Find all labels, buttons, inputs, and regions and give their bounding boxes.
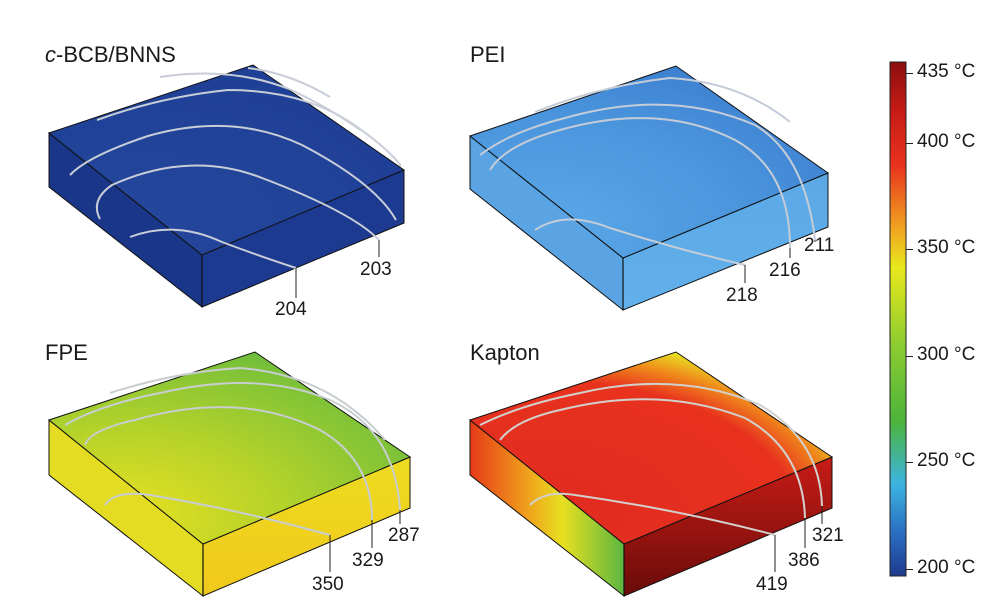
- panel-title-pei: PEI: [470, 42, 506, 67]
- colorbar-label: 300 °C: [917, 344, 976, 365]
- isotherm-lines-pei: [479, 76, 816, 266]
- isotherm-lines-cbcb: [69, 67, 402, 269]
- colorbar-tick: [906, 249, 913, 250]
- contour-label: 218: [726, 285, 758, 306]
- panel-title-cbcb: c-BCB/BNNS: [45, 42, 176, 67]
- colorbar-tick: [906, 356, 913, 357]
- contour-label: 287: [388, 525, 420, 546]
- slab-cbcb: [47, 64, 406, 309]
- slab-pei: [468, 65, 830, 312]
- contour-label: 216: [769, 260, 801, 281]
- colorbar-label: 200 °C: [917, 557, 976, 578]
- colorbar-tick: [906, 73, 913, 74]
- contour-label: 204: [275, 299, 307, 320]
- isotherm-lines-kapton: [479, 382, 823, 536]
- contour-label: 211: [804, 235, 835, 256]
- panel-title-kapton: Kapton: [470, 340, 540, 365]
- contour-label: 321: [812, 525, 844, 546]
- colorbar: [889, 61, 907, 577]
- panel-title-fpe: FPE: [45, 340, 88, 365]
- contour-label: 386: [788, 550, 820, 571]
- colorbar-tick: [906, 462, 913, 463]
- contour-label: 419: [756, 574, 788, 595]
- slab-kapton: [468, 351, 834, 598]
- isotherm-lines-fpe: [64, 366, 401, 536]
- colorbar-tick: [906, 143, 913, 144]
- colorbar-tick: [906, 569, 913, 570]
- contour-label: 350: [312, 574, 344, 595]
- slab-fpe: [47, 351, 412, 598]
- contour-label: 329: [352, 550, 384, 571]
- contour-label: 203: [360, 259, 392, 280]
- colorbar-label: 250 °C: [917, 450, 976, 471]
- colorbar-label: 400 °C: [917, 131, 976, 152]
- colorbar-label: 350 °C: [917, 237, 976, 258]
- colorbar-label: 435 °C: [917, 61, 976, 82]
